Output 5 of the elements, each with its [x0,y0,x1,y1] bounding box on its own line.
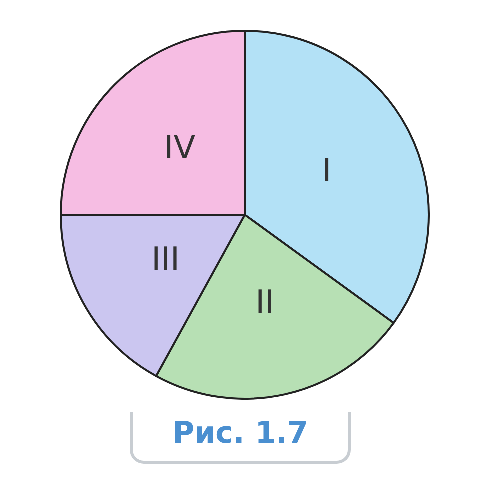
slice-label: II [256,283,275,322]
text: Рис. 1.7 [130,412,352,464]
slice-label: I [322,152,332,190]
slice-label: III [152,240,180,278]
slice-label: IV [164,128,196,166]
